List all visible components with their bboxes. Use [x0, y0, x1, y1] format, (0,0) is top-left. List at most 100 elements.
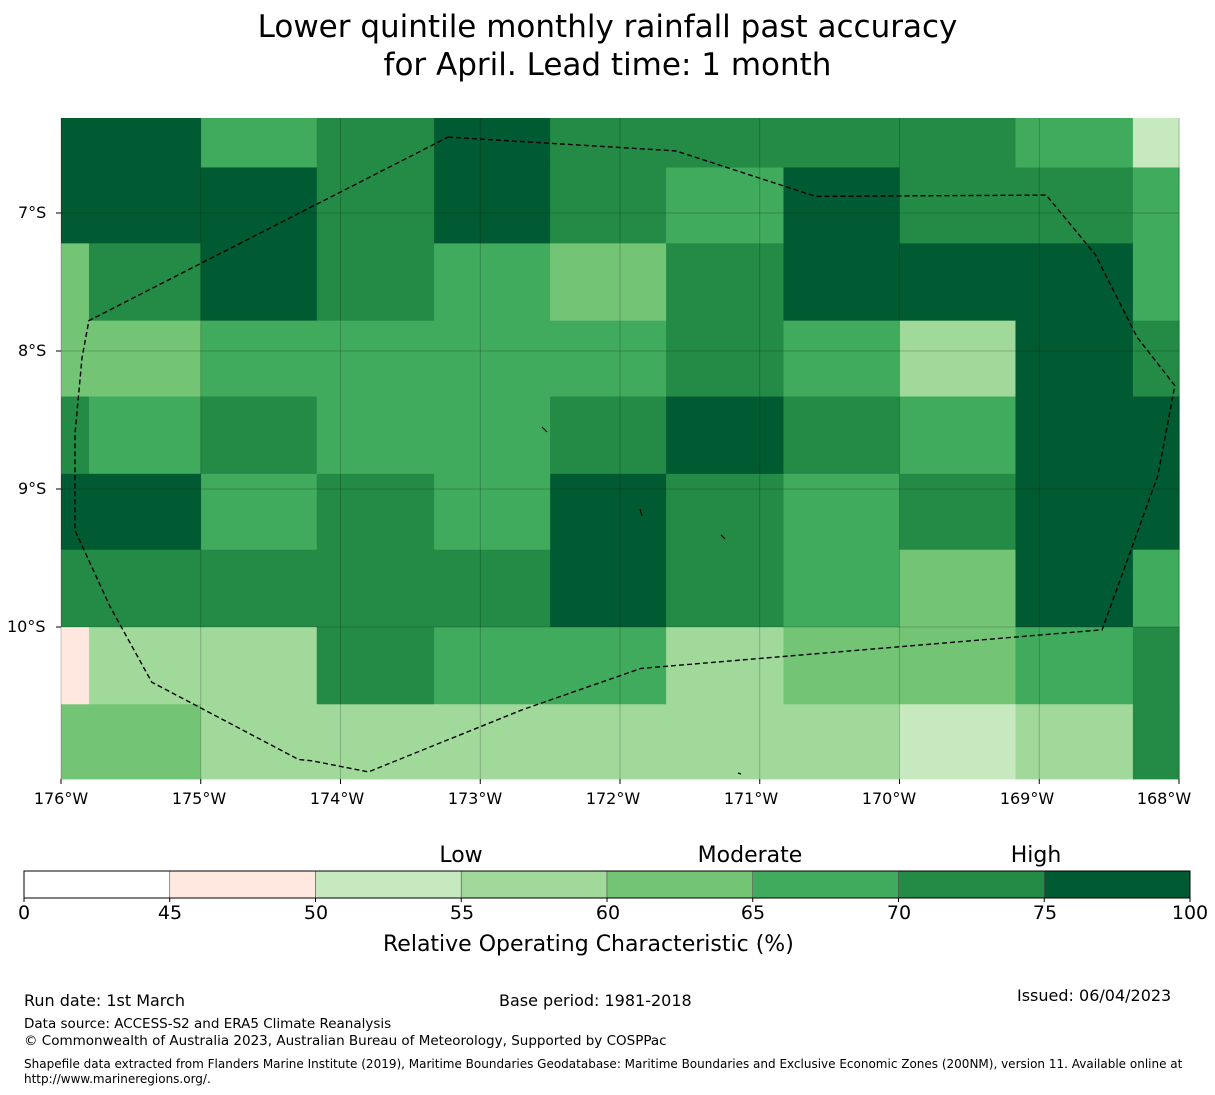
colorbar-segment	[606, 870, 754, 899]
heatmap-cell	[200, 243, 318, 322]
heatmap-cell	[61, 118, 90, 169]
heatmap-cell	[200, 704, 318, 780]
heatmap-cell	[1015, 243, 1134, 322]
colorbar-segment	[752, 870, 899, 899]
heatmap-cell	[1132, 549, 1180, 628]
lon-label-176w: 176°W	[33, 789, 89, 808]
heatmap-cell	[316, 396, 435, 475]
heatmap-cell	[1015, 704, 1134, 780]
heatmap-cell	[899, 243, 1017, 322]
lon-label-170w: 170°W	[861, 789, 917, 808]
colorbar-segment	[1043, 870, 1191, 899]
heatmap-cell	[434, 243, 551, 322]
heatmap-cell	[88, 473, 202, 551]
colorbar-tick-45: 45	[157, 902, 183, 924]
heatmap-cell	[1132, 396, 1180, 475]
heatmap-cell	[88, 396, 202, 475]
heatmap-cell	[550, 704, 667, 780]
heatmap-cell	[316, 118, 435, 169]
heatmap-cell	[783, 627, 901, 705]
heatmap-cell	[666, 704, 785, 780]
heatmap-cell	[88, 704, 202, 780]
colorbar-segment	[898, 870, 1045, 899]
lat-label-9s: 9°S	[18, 479, 47, 498]
heatmap-cell	[61, 320, 90, 398]
lat-ticks	[56, 212, 61, 628]
heatmap-cell	[666, 549, 785, 628]
heatmap-cell	[88, 167, 202, 244]
heatmap-cell	[899, 118, 1017, 169]
colorbar-tick-0: 0	[17, 902, 31, 924]
lon-label-175w: 175°W	[171, 789, 227, 808]
colorbar-segment	[315, 870, 462, 899]
heatmap-cell	[550, 396, 667, 475]
graticule	[60, 118, 1180, 779]
heatmap-cell	[434, 118, 551, 169]
heatmap-cell	[550, 320, 667, 398]
roc-heatmap	[61, 118, 1180, 780]
colorbar-tick-55: 55	[449, 902, 475, 924]
heatmap-cell	[316, 167, 435, 244]
heatmap-cell	[550, 243, 667, 322]
heatmap-cell	[899, 473, 1017, 551]
heatmap-cell	[434, 167, 551, 244]
heatmap-cell	[1015, 167, 1134, 244]
heatmap-cell	[316, 704, 435, 780]
heatmap-cell	[316, 627, 435, 705]
colorbar-tick-75: 75	[1032, 902, 1058, 924]
heatmap-cell	[1132, 167, 1180, 244]
heatmap-cell	[61, 704, 90, 780]
colorbar-tick-50: 50	[303, 902, 329, 924]
heatmap-cell	[1015, 549, 1134, 628]
heatmap-cell	[899, 320, 1017, 398]
heatmap-cell	[200, 118, 318, 169]
heatmap-cell	[899, 549, 1017, 628]
heatmap-cell	[200, 320, 318, 398]
colorbar-title: Relative Operating Characteristic (%)	[383, 932, 794, 957]
heatmap-cell	[200, 627, 318, 705]
heatmap-cell	[316, 473, 435, 551]
heatmap-cell	[200, 167, 318, 244]
heatmap-cell	[88, 549, 202, 628]
heatmap-cell	[434, 473, 551, 551]
heatmap-cell	[200, 549, 318, 628]
lon-label-171w: 171°W	[723, 789, 779, 808]
colorbar-tick-100: 100	[1171, 902, 1209, 924]
chart-title-line1: Lower quintile monthly rainfall past acc…	[257, 9, 958, 45]
heatmap-cell	[783, 167, 901, 244]
heatmap-cell	[200, 473, 318, 551]
heatmap-cell	[899, 704, 1017, 780]
lon-label-169w: 169°W	[999, 789, 1055, 808]
heatmap-cell	[1015, 118, 1134, 169]
heatmap-cell	[434, 627, 551, 705]
heatmap-cell	[434, 396, 551, 475]
colorbar-label-moderate: Moderate	[697, 843, 803, 868]
heatmap-cell	[666, 243, 785, 322]
colorbar-label-high: High	[1010, 843, 1062, 868]
lat-label-8s: 8°S	[18, 341, 47, 360]
heatmap-cell	[200, 396, 318, 475]
issued-date: Issued: 06/04/2023	[1017, 986, 1172, 1005]
heatmap-cell	[1132, 320, 1180, 398]
heatmap-cell	[550, 549, 667, 628]
lat-label-10s: 10°S	[7, 617, 46, 636]
heatmap-cell	[1015, 473, 1134, 551]
lat-label-7s: 7°S	[18, 203, 47, 222]
heatmap-cell	[1132, 243, 1180, 322]
colorbar-segment	[169, 870, 316, 899]
chart-title-line2: for April. Lead time: 1 month	[383, 47, 832, 83]
heatmap-cell	[61, 549, 90, 628]
heatmap-cell	[783, 320, 901, 398]
eez-boundary	[74, 136, 1176, 773]
copyright: © Commonwealth of Australia 2023, Austra…	[24, 1033, 667, 1049]
heatmap-cell	[1132, 118, 1180, 169]
heatmap-cell	[1015, 627, 1134, 705]
heatmap-cell	[666, 627, 785, 705]
heatmap-cell	[783, 396, 901, 475]
heatmap-cell	[434, 704, 551, 780]
heatmap-cell	[666, 473, 785, 551]
heatmap-cell	[434, 549, 551, 628]
heatmap-cell	[899, 396, 1017, 475]
heatmap-cell	[783, 473, 901, 551]
